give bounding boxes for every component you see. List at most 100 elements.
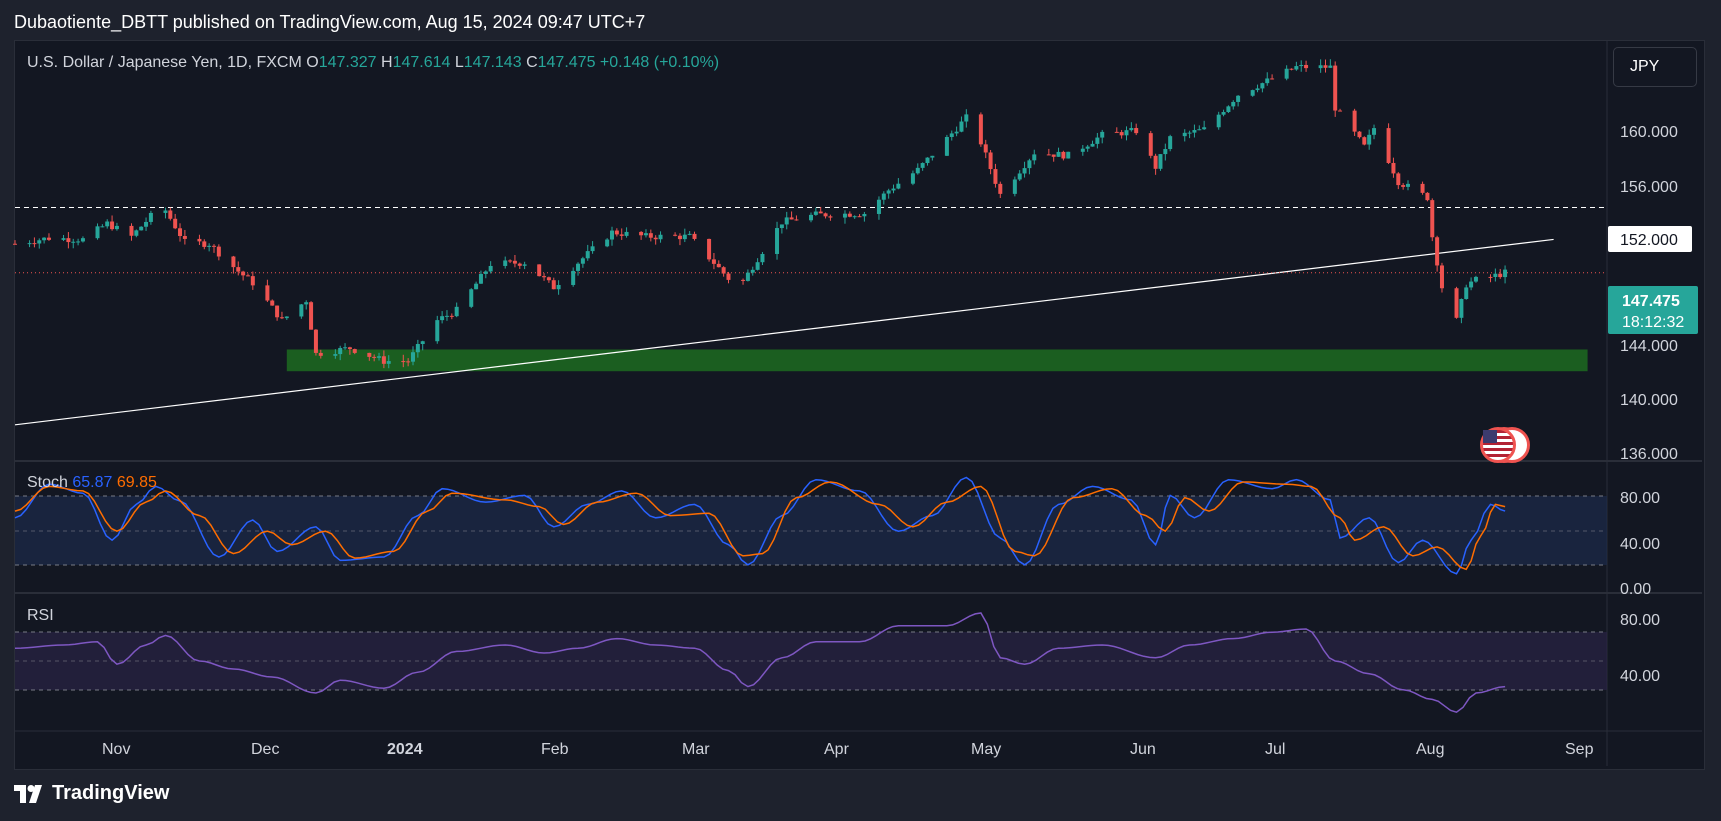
candle[interactable] [721,266,726,277]
candle[interactable] [1439,262,1444,293]
candle[interactable] [1022,161,1027,178]
candle[interactable] [619,228,624,240]
candle[interactable] [823,212,828,219]
candle[interactable] [1260,82,1265,93]
candle[interactable] [964,109,969,128]
candle[interactable] [1134,123,1139,136]
candle[interactable] [139,226,144,231]
candle[interactable] [775,221,780,260]
candle[interactable] [212,244,216,253]
candle[interactable] [1396,172,1401,190]
candle[interactable] [1454,286,1459,319]
stoch-k-line[interactable] [14,476,1506,575]
candle[interactable] [411,346,415,366]
candle[interactable] [512,254,517,268]
candle[interactable] [449,313,454,320]
candle[interactable] [1231,100,1236,110]
candle[interactable] [352,348,357,355]
candle[interactable] [954,126,959,137]
candle[interactable] [818,206,823,214]
stoch-d-line[interactable] [14,481,1506,571]
candle[interactable] [1488,274,1493,283]
symbol-legend[interactable]: U.S. Dollar / Japanese Yen, 1D, FXCM O14… [27,54,719,72]
candle[interactable] [381,350,386,369]
candle[interactable] [148,210,153,225]
candle[interactable] [503,256,508,269]
stoch-legend[interactable]: Stoch 65.87 69.85 [27,474,157,492]
candle[interactable] [896,178,901,190]
candle[interactable] [236,261,241,276]
candle[interactable] [1187,130,1192,139]
candle[interactable] [76,238,81,246]
candle[interactable] [42,237,47,244]
candle[interactable] [114,222,119,231]
candle[interactable] [741,278,746,285]
candle[interactable] [546,276,551,283]
candle[interactable] [32,237,37,248]
candle[interactable] [454,302,459,318]
candle[interactable] [401,354,406,368]
trendline[interactable] [14,238,1554,426]
candle[interactable] [1148,130,1153,159]
candle[interactable] [474,281,479,290]
candle[interactable] [207,243,212,252]
candle[interactable] [716,260,721,268]
candle[interactable] [1425,192,1430,202]
candle[interactable] [100,224,105,228]
candle[interactable] [658,231,663,243]
candle[interactable] [1284,65,1289,81]
candle[interactable] [1202,120,1207,130]
candle[interactable] [876,196,881,220]
candle[interactable] [95,223,100,240]
candle[interactable] [318,349,323,359]
candle[interactable] [813,207,818,216]
candle[interactable] [949,130,954,141]
candle[interactable] [1158,154,1163,171]
candle[interactable] [517,262,522,269]
candle[interactable] [784,211,789,230]
candle[interactable] [13,240,17,245]
candle[interactable] [585,244,590,261]
candle[interactable] [275,305,280,321]
candle[interactable] [673,232,678,237]
candle[interactable] [469,288,474,309]
candle[interactable] [367,352,372,361]
candle[interactable] [71,238,76,249]
candle[interactable] [1182,129,1187,142]
candle[interactable] [134,229,139,238]
candle[interactable] [144,217,149,231]
candle[interactable] [202,239,207,250]
us-flag-icon[interactable] [1480,427,1516,463]
candle[interactable] [910,170,915,186]
candle[interactable] [1129,122,1134,132]
candle[interactable] [197,234,202,246]
candle[interactable] [1221,109,1226,117]
candle[interactable] [46,233,51,241]
candle[interactable] [333,349,338,359]
candle[interactable] [163,207,168,219]
candle[interactable] [1095,132,1100,149]
candle[interactable] [216,244,221,261]
candle[interactable] [1046,148,1051,156]
candle[interactable] [1255,84,1260,93]
currency-button[interactable]: JPY [1613,47,1697,87]
candle[interactable] [1056,147,1061,157]
candle[interactable] [1080,145,1085,156]
candle[interactable] [250,271,255,290]
candle[interactable] [1401,183,1406,190]
candle[interactable] [1473,275,1478,283]
candle[interactable] [483,270,488,279]
candle[interactable] [37,238,42,249]
candle[interactable] [886,188,891,199]
level-label-152[interactable] [1608,226,1692,252]
candle[interactable] [488,261,493,274]
candle[interactable] [508,259,513,264]
candle[interactable] [1119,129,1124,139]
candle[interactable] [1085,144,1090,152]
candle[interactable] [245,273,250,277]
candle[interactable] [639,231,644,240]
candle[interactable] [80,236,85,243]
candle[interactable] [444,310,449,321]
candle[interactable] [614,228,619,237]
